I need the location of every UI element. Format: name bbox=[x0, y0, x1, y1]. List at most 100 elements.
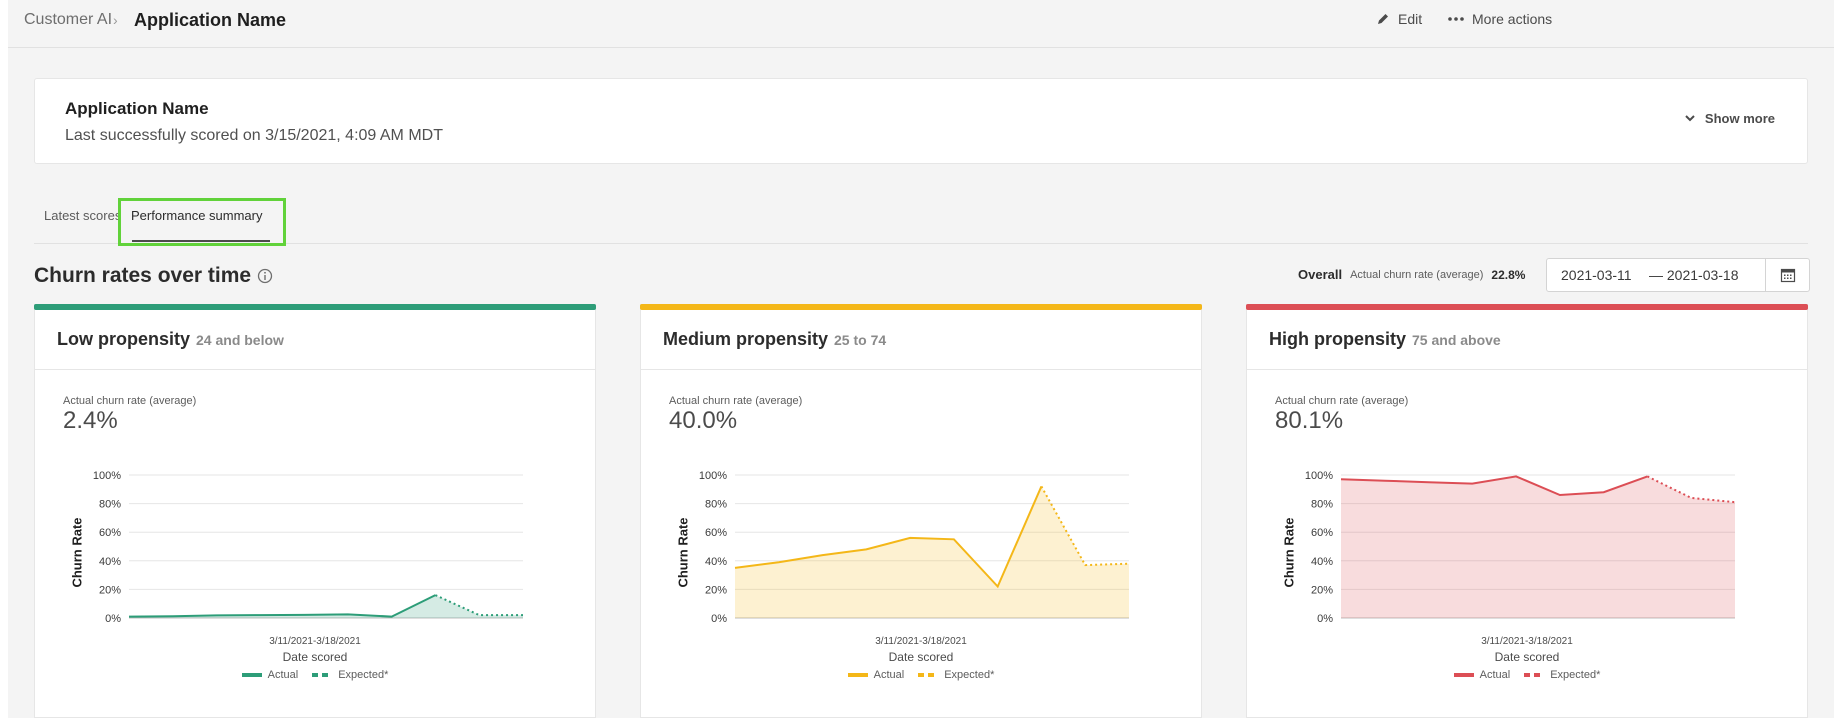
legend: Actual Expected* bbox=[641, 669, 1201, 681]
legend-actual-swatch bbox=[847, 673, 868, 677]
series-line-actual bbox=[128, 594, 436, 618]
application-header-card: Application Name Last successfully score… bbox=[34, 78, 1808, 164]
panel-title: Medium propensity 25 to 74 bbox=[663, 329, 886, 350]
app-title: Application Name bbox=[65, 99, 209, 118]
series-line-expected bbox=[1646, 475, 1736, 504]
divider bbox=[1247, 369, 1807, 370]
low-propensity-color-bar bbox=[34, 304, 596, 310]
chevron-down-icon bbox=[1685, 115, 1695, 122]
series-line-actual bbox=[734, 485, 1043, 589]
series-line-expected bbox=[1040, 485, 1130, 567]
y-tick-label: 100% bbox=[699, 470, 727, 482]
y-tick-label: 80% bbox=[1311, 499, 1333, 511]
legend-expected-label: Expected* bbox=[338, 669, 389, 681]
overall-value: 22.8% bbox=[1491, 267, 1526, 282]
legend-actual[interactable]: Actual bbox=[241, 669, 299, 681]
legend-expected-label: Expected* bbox=[944, 669, 995, 681]
series-line-actual bbox=[1340, 475, 1648, 497]
panel-title-text: Medium propensity bbox=[663, 329, 829, 349]
date-range-picker[interactable]: 2021-03-11 — 2021-03-18 bbox=[1546, 258, 1810, 292]
divider bbox=[35, 369, 595, 370]
info-icon[interactable] bbox=[257, 268, 273, 284]
x-range-label: 3/11/2021-3/18/2021 bbox=[269, 636, 361, 647]
medium-propensity-color-bar bbox=[640, 304, 1202, 310]
tab-highlight-box bbox=[118, 198, 286, 246]
metric-label: Actual churn rate (average) bbox=[63, 395, 197, 407]
churn-chart: 0% 20% 40% 60% 80% 100% bbox=[699, 470, 1130, 625]
edit-button[interactable]: Edit bbox=[1376, 11, 1422, 27]
metric-label: Actual churn rate (average) bbox=[1275, 395, 1409, 407]
edit-label: Edit bbox=[1398, 11, 1423, 27]
y-tick-label: 0% bbox=[711, 613, 727, 625]
x-axis-label: Date scored bbox=[1494, 650, 1560, 664]
panel-title: Low propensity 24 and below bbox=[57, 329, 284, 350]
date-to[interactable]: — 2021-03-18 bbox=[1649, 267, 1739, 283]
y-tick-label: 20% bbox=[99, 584, 121, 596]
y-tick-label: 0% bbox=[105, 613, 121, 625]
legend-expected[interactable]: Expected* bbox=[312, 669, 388, 681]
top-bar: Customer AI › Application Name Edit More… bbox=[8, 0, 1834, 48]
y-tick-label: 60% bbox=[1311, 527, 1333, 539]
y-tick-label: 40% bbox=[1311, 556, 1333, 568]
overall-label: Overall bbox=[1298, 267, 1343, 282]
panel-range: 25 to 74 bbox=[834, 332, 887, 348]
legend-actual-label: Actual bbox=[1479, 669, 1511, 681]
tab-active-underline bbox=[132, 240, 270, 242]
legend-actual-swatch bbox=[241, 673, 262, 677]
y-tick-label: 20% bbox=[705, 584, 727, 596]
x-axis-label: Date scored bbox=[282, 650, 348, 664]
chevron-right-icon: › bbox=[113, 12, 118, 28]
more-actions-button[interactable]: More actions bbox=[1448, 11, 1552, 27]
legend-expected-swatch bbox=[1524, 673, 1545, 677]
y-tick-label: 20% bbox=[1311, 584, 1333, 596]
y-tick-label: 100% bbox=[1305, 470, 1333, 482]
y-tick-label: 0% bbox=[1317, 613, 1333, 625]
section-title-text: Churn rates over time bbox=[34, 264, 252, 287]
pencil-icon bbox=[1378, 14, 1388, 24]
last-scored-text: Last successfully scored on 3/15/2021, 4… bbox=[65, 127, 443, 144]
calendar-button[interactable] bbox=[1765, 259, 1809, 291]
high-propensity-color-bar bbox=[1246, 304, 1808, 310]
more-actions-label: More actions bbox=[1472, 11, 1553, 27]
metric-label: Actual churn rate (average) bbox=[669, 395, 803, 407]
legend: Actual Expected* bbox=[1247, 669, 1807, 681]
panel-title-text: High propensity bbox=[1269, 329, 1407, 349]
y-tick-label: 60% bbox=[705, 527, 727, 539]
legend-actual-swatch bbox=[1453, 673, 1474, 677]
panel-medium-propensity: Medium propensity 25 to 74 Actual churn r… bbox=[640, 304, 1202, 718]
series-area bbox=[1341, 476, 1735, 618]
y-tick-label: 80% bbox=[705, 499, 727, 511]
legend-expected[interactable]: Expected* bbox=[1524, 669, 1600, 681]
y-tick-label: 100% bbox=[93, 470, 121, 482]
legend-actual[interactable]: Actual bbox=[1453, 669, 1511, 681]
series-line-expected bbox=[434, 594, 523, 617]
legend-expected-swatch bbox=[312, 673, 333, 677]
legend-actual[interactable]: Actual bbox=[847, 669, 905, 681]
y-tick-label: 80% bbox=[99, 499, 121, 511]
tab-latest-scores[interactable]: Latest scores bbox=[44, 208, 122, 223]
overall-sublabel: Actual churn rate (average) bbox=[1350, 268, 1484, 281]
legend-actual-label: Actual bbox=[873, 669, 905, 681]
overall-summary: Overall Actual churn rate (average) 22.8… bbox=[1298, 267, 1525, 282]
app-frame: Customer AI › Application Name Edit More… bbox=[8, 0, 1834, 718]
section-title: Churn rates over time bbox=[34, 264, 273, 288]
legend: Actual Expected* bbox=[35, 669, 595, 681]
breadcrumb-root[interactable]: Customer AI bbox=[24, 11, 113, 28]
y-tick-label: 40% bbox=[99, 556, 121, 568]
y-tick-label: 60% bbox=[99, 527, 121, 539]
legend-expected[interactable]: Expected* bbox=[918, 669, 994, 681]
churn-chart: 0% 20% 40% 60% 80% 100% bbox=[1305, 470, 1736, 625]
metric-value: 2.4% bbox=[63, 407, 118, 434]
divider bbox=[641, 369, 1201, 370]
show-more-button[interactable]: Show more bbox=[1685, 111, 1775, 126]
legend-actual-label: Actual bbox=[267, 669, 299, 681]
y-tick-label: 40% bbox=[705, 556, 727, 568]
metric-value: 80.1% bbox=[1275, 407, 1344, 434]
panel-range: 75 and above bbox=[1412, 332, 1501, 348]
x-range-label: 3/11/2021-3/18/2021 bbox=[1481, 636, 1573, 647]
date-from[interactable]: 2021-03-11 bbox=[1561, 267, 1632, 283]
legend-expected-label: Expected* bbox=[1550, 669, 1601, 681]
tab-performance-summary[interactable]: Performance summary bbox=[131, 208, 263, 223]
tab-bar: Latest scores Performance summary bbox=[34, 196, 1808, 246]
more-icon bbox=[1448, 17, 1464, 21]
